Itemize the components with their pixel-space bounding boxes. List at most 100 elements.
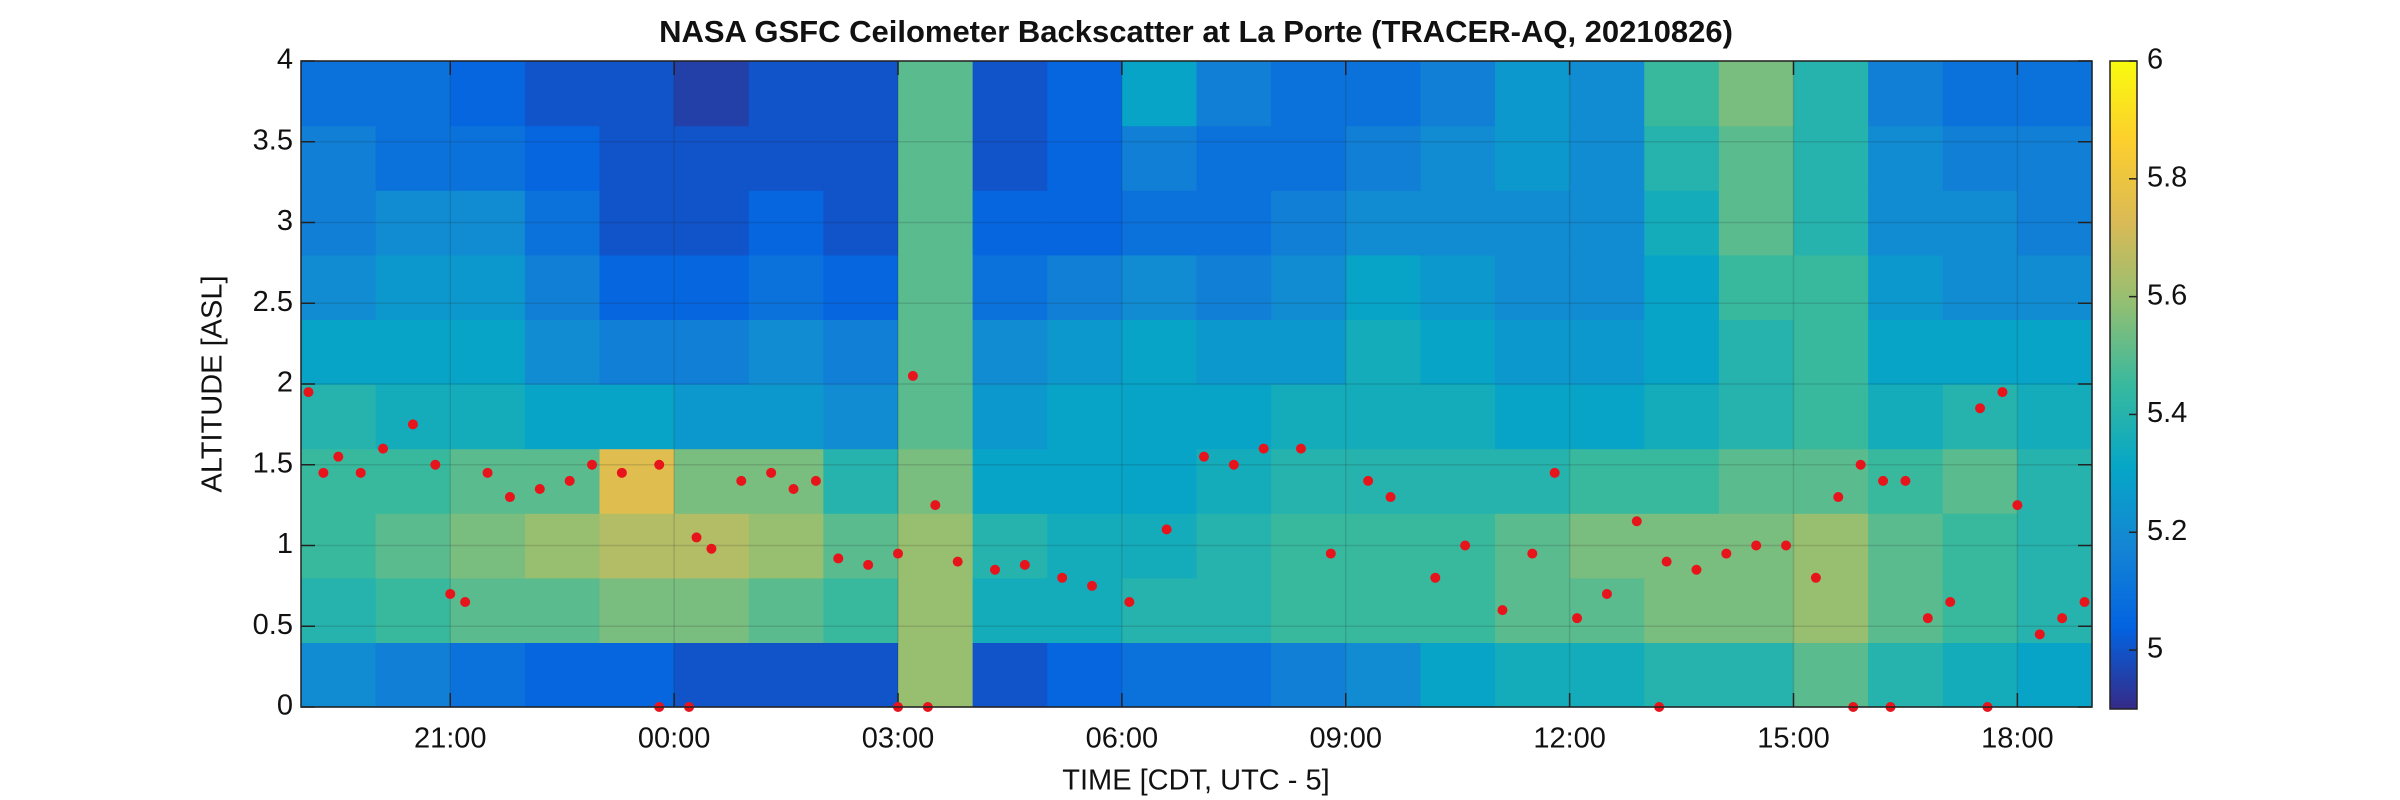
heat-cell	[1793, 254, 1869, 320]
x-tick-label: 06:00	[1086, 723, 1159, 755]
heat-cell	[748, 190, 824, 256]
heat-cell	[1569, 384, 1645, 450]
heat-cell	[1793, 513, 1869, 579]
heat-cell	[2017, 61, 2093, 127]
heat-cell	[1047, 254, 1123, 320]
x-tick-label: 15:00	[1757, 723, 1830, 755]
layer-point	[833, 553, 844, 564]
heat-cell	[823, 319, 899, 385]
layer-point	[654, 459, 665, 470]
heat-cell	[1942, 448, 2018, 514]
y-tick-label: 3	[277, 205, 293, 237]
heat-cell	[375, 384, 451, 450]
heat-cell	[1644, 448, 1720, 514]
heat-cell	[1420, 513, 1496, 579]
heat-cell	[1420, 448, 1496, 514]
heat-cell	[524, 319, 601, 385]
layer-point	[1721, 548, 1732, 559]
heat-cell	[1495, 577, 1571, 643]
heat-cell	[1121, 577, 1198, 643]
heat-cell	[748, 254, 824, 320]
layer-point	[893, 548, 903, 559]
layer-point	[1810, 572, 1821, 583]
heat-cell	[375, 125, 451, 191]
heat-cell	[1271, 513, 1347, 579]
layer-point	[863, 559, 874, 570]
layer-point	[990, 564, 1001, 575]
heat-cell	[1271, 577, 1347, 643]
heat-cell	[1569, 190, 1645, 256]
heat-cell	[898, 577, 974, 643]
heat-cell	[1868, 642, 1944, 708]
layer-point	[1198, 451, 1209, 462]
layer-point	[1325, 548, 1336, 559]
heat-cell	[898, 61, 974, 127]
heat-cell	[972, 384, 1048, 450]
heat-cell	[1644, 384, 1720, 450]
colorbar	[2109, 60, 2138, 710]
heat-cell	[1793, 448, 1869, 514]
heat-cell	[450, 513, 526, 579]
layer-point	[1019, 559, 1030, 570]
heat-cell	[1047, 125, 1123, 191]
layer-point	[1661, 556, 1672, 567]
heat-cell	[1495, 448, 1571, 514]
heat-cell	[674, 319, 750, 385]
heat-cell	[1196, 190, 1272, 256]
heat-cell	[1868, 319, 1944, 385]
heat-cell	[1718, 448, 1795, 514]
heat-cell	[1569, 642, 1645, 708]
heat-cell	[450, 61, 526, 127]
heat-cell	[1793, 190, 1869, 256]
y-axis-label: ALTITUDE [ASL]	[197, 275, 229, 492]
heat-cell	[1121, 190, 1198, 256]
heat-cell	[450, 254, 526, 320]
heat-cell	[823, 254, 899, 320]
layer-point	[706, 543, 717, 554]
heat-cell	[1420, 384, 1496, 450]
heat-cell	[1868, 254, 1944, 320]
layer-point	[1572, 613, 1583, 624]
layer-point	[1527, 548, 1538, 559]
heat-cell	[1644, 513, 1720, 579]
layer-point	[1855, 459, 1866, 470]
heat-cell	[2017, 254, 2093, 320]
heat-cell	[1271, 254, 1347, 320]
heat-cell	[748, 384, 824, 450]
heat-cell	[1644, 190, 1720, 256]
heat-cell	[972, 642, 1048, 708]
heat-cell	[674, 61, 750, 127]
heat-cell	[1718, 61, 1795, 127]
layer-point	[1631, 516, 1642, 527]
layer-point	[482, 467, 493, 478]
heat-cell	[1271, 319, 1347, 385]
heat-cell	[2017, 384, 2093, 450]
heat-cell	[1644, 642, 1720, 708]
chart-title: NASA GSFC Ceilometer Backscatter at La P…	[659, 14, 1733, 49]
heat-cell	[1271, 61, 1347, 127]
heat-cell	[674, 642, 750, 708]
heat-cell	[2017, 642, 2093, 708]
colorbar-tick-label: 5.2	[2147, 515, 2187, 547]
heat-cell	[1942, 577, 2018, 643]
layer-point	[1087, 580, 1098, 591]
layer-point	[1781, 540, 1792, 551]
heat-cell	[450, 125, 526, 191]
heat-cell	[1271, 190, 1347, 256]
layer-point	[1460, 540, 1471, 551]
heat-cell	[674, 254, 750, 320]
layer-point	[504, 492, 515, 503]
layer-point	[788, 483, 799, 494]
layer-point	[303, 387, 314, 398]
heat-cell	[450, 319, 526, 385]
heat-cell	[524, 642, 601, 708]
layer-point	[736, 475, 747, 486]
heat-cell	[1345, 61, 1421, 127]
heat-cell	[599, 319, 675, 385]
heat-cell	[1569, 61, 1645, 127]
layer-point	[1833, 492, 1844, 503]
layer-point	[460, 597, 471, 608]
heat-cell	[972, 125, 1048, 191]
heat-cell	[1047, 642, 1123, 708]
heatmap	[301, 61, 2093, 708]
